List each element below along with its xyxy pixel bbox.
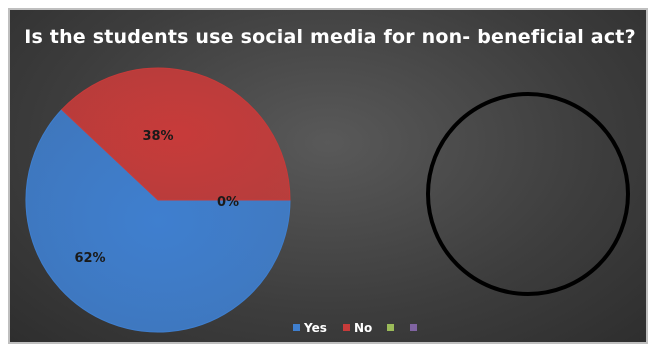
data-label-0: 62%: [74, 251, 105, 266]
pie-slice-yes[interactable]: [25, 108, 291, 333]
legend-label-1[interactable]: No: [354, 321, 372, 335]
legend-swatch-3[interactable]: [410, 324, 417, 331]
secondary-pie-outline: [426, 92, 630, 296]
data-label-1: 38%: [142, 129, 173, 144]
legend-swatch-0[interactable]: [293, 324, 300, 331]
pie-slice-no[interactable]: [61, 67, 291, 201]
legend-swatch-2[interactable]: [387, 324, 394, 331]
legend-swatch-1[interactable]: [343, 324, 350, 331]
chart-plot-area: 62% 38% 0% Yes No: [25, 67, 630, 335]
legend-label-0[interactable]: Yes: [303, 321, 327, 335]
data-label-2: 0%: [217, 195, 239, 210]
chart-frame: Is the students use social media for non…: [8, 8, 648, 344]
chart-title: Is the students use social media for non…: [24, 26, 636, 48]
